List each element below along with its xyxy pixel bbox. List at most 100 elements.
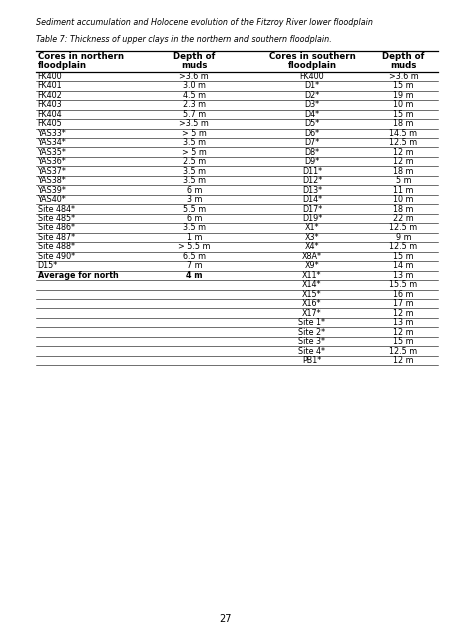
Text: 12 m: 12 m	[392, 157, 413, 166]
Text: X1*: X1*	[304, 223, 318, 232]
Text: D5*: D5*	[304, 119, 319, 128]
Text: YAS34*: YAS34*	[37, 138, 66, 147]
Text: 12 m: 12 m	[392, 308, 413, 317]
Text: D19*: D19*	[301, 214, 321, 223]
Text: Cores in southern: Cores in southern	[268, 52, 354, 61]
Text: YAS35*: YAS35*	[37, 148, 66, 157]
Text: X11*: X11*	[301, 271, 321, 280]
Text: 22 m: 22 m	[392, 214, 413, 223]
Text: FK405: FK405	[37, 119, 62, 128]
Text: 14 m: 14 m	[392, 261, 413, 270]
Text: D1*: D1*	[304, 81, 319, 90]
Text: 12 m: 12 m	[392, 148, 413, 157]
Text: 12 m: 12 m	[392, 328, 413, 337]
Text: floodplain: floodplain	[287, 61, 336, 70]
Text: Site 3*: Site 3*	[298, 337, 325, 346]
Text: D8*: D8*	[304, 148, 319, 157]
Text: FK400: FK400	[37, 72, 62, 81]
Text: 17 m: 17 m	[392, 300, 413, 308]
Text: >3.6 m: >3.6 m	[388, 72, 417, 81]
Text: 10 m: 10 m	[392, 100, 413, 109]
Text: 12.5 m: 12.5 m	[388, 138, 417, 147]
Text: FK402: FK402	[37, 91, 62, 100]
Text: 3.5 m: 3.5 m	[182, 176, 206, 185]
Text: YAS36*: YAS36*	[37, 157, 66, 166]
Text: D6*: D6*	[304, 129, 319, 138]
Text: YAS40*: YAS40*	[37, 195, 66, 204]
Text: Site 490*: Site 490*	[37, 252, 74, 261]
Text: D17*: D17*	[301, 205, 321, 214]
Text: 16 m: 16 m	[392, 290, 413, 299]
Text: 14.5 m: 14.5 m	[388, 129, 417, 138]
Text: muds: muds	[181, 61, 207, 70]
Text: X15*: X15*	[301, 290, 321, 299]
Text: 6.5 m: 6.5 m	[182, 252, 206, 261]
Text: X4*: X4*	[304, 243, 318, 252]
Text: D3*: D3*	[304, 100, 319, 109]
Text: 15 m: 15 m	[392, 252, 413, 261]
Text: D2*: D2*	[304, 91, 319, 100]
Text: Site 1*: Site 1*	[298, 318, 325, 327]
Text: 6 m: 6 m	[186, 186, 202, 195]
Text: Average for north: Average for north	[37, 271, 118, 280]
Text: Site 486*: Site 486*	[37, 223, 74, 232]
Text: YAS33*: YAS33*	[37, 129, 66, 138]
Text: 6 m: 6 m	[186, 214, 202, 223]
Text: FK401: FK401	[37, 81, 62, 90]
Text: > 5 m: > 5 m	[181, 148, 207, 157]
Text: X8A*: X8A*	[301, 252, 321, 261]
Text: 3 m: 3 m	[186, 195, 202, 204]
Text: 7 m: 7 m	[186, 261, 202, 270]
Text: D11*: D11*	[301, 166, 321, 175]
Text: 27: 27	[219, 614, 232, 624]
Text: YAS38*: YAS38*	[37, 176, 66, 185]
Text: 5 m: 5 m	[395, 176, 410, 185]
Text: Sediment accumulation and Holocene evolution of the Fitzroy River lower floodpla: Sediment accumulation and Holocene evolu…	[36, 18, 373, 27]
Text: 12.5 m: 12.5 m	[388, 223, 417, 232]
Text: 15 m: 15 m	[392, 81, 413, 90]
Text: 4.5 m: 4.5 m	[182, 91, 206, 100]
Text: 15 m: 15 m	[392, 110, 413, 119]
Text: X9*: X9*	[304, 261, 318, 270]
Text: FK404: FK404	[37, 110, 62, 119]
Text: 1 m: 1 m	[186, 233, 202, 242]
Text: X14*: X14*	[301, 280, 321, 289]
Text: D13*: D13*	[301, 186, 321, 195]
Text: X17*: X17*	[301, 308, 321, 317]
Text: >3.6 m: >3.6 m	[179, 72, 209, 81]
Text: PB1*: PB1*	[302, 356, 321, 365]
Text: Table 7: Thickness of upper clays in the northern and southern floodplain.: Table 7: Thickness of upper clays in the…	[36, 35, 331, 44]
Text: X3*: X3*	[304, 233, 318, 242]
Text: 2.3 m: 2.3 m	[182, 100, 206, 109]
Text: 3.5 m: 3.5 m	[182, 166, 206, 175]
Text: D12*: D12*	[301, 176, 321, 185]
Text: 15.5 m: 15.5 m	[388, 280, 417, 289]
Text: 12 m: 12 m	[392, 356, 413, 365]
Text: YAS37*: YAS37*	[37, 166, 66, 175]
Text: Site 488*: Site 488*	[37, 243, 74, 252]
Text: X16*: X16*	[301, 300, 321, 308]
Text: > 5.5 m: > 5.5 m	[178, 243, 210, 252]
Text: Depth of: Depth of	[382, 52, 423, 61]
Text: Site 487*: Site 487*	[37, 233, 74, 242]
Text: Site 2*: Site 2*	[298, 328, 325, 337]
Text: D9*: D9*	[304, 157, 319, 166]
Text: 2.5 m: 2.5 m	[182, 157, 206, 166]
Text: > 5 m: > 5 m	[181, 129, 207, 138]
Text: D4*: D4*	[304, 110, 319, 119]
Text: FK403: FK403	[37, 100, 62, 109]
Text: 18 m: 18 m	[392, 166, 413, 175]
Text: 15 m: 15 m	[392, 337, 413, 346]
Text: floodplain: floodplain	[37, 61, 86, 70]
Text: Cores in northern: Cores in northern	[37, 52, 123, 61]
Text: 10 m: 10 m	[392, 195, 413, 204]
Text: 4 m: 4 m	[186, 271, 202, 280]
Text: 5.5 m: 5.5 m	[182, 205, 206, 214]
Text: >3.5 m: >3.5 m	[179, 119, 209, 128]
Text: FK400: FK400	[299, 72, 323, 81]
Text: 3.5 m: 3.5 m	[182, 223, 206, 232]
Text: Site 4*: Site 4*	[298, 347, 325, 356]
Text: YAS39*: YAS39*	[37, 186, 66, 195]
Text: 11 m: 11 m	[392, 186, 413, 195]
Text: D7*: D7*	[304, 138, 319, 147]
